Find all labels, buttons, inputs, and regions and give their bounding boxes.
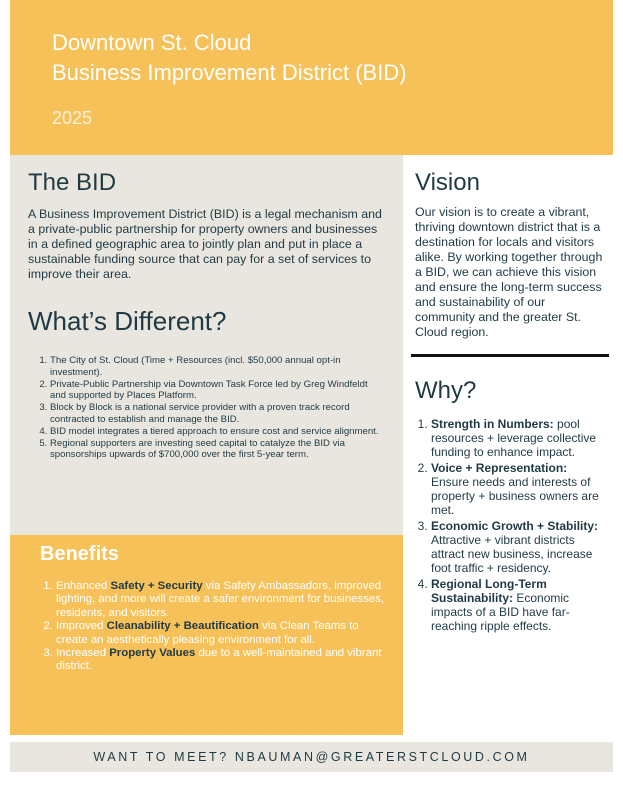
bold-text: Regional Long-Term Sustainability: [431,577,547,605]
list-item: Economic Growth + Stability: Attractive … [431,519,605,575]
list-item: BID model integrates a tiered approach t… [50,426,385,438]
list-item: Enhanced Safety + Security via Safety Am… [56,580,385,620]
benefits-box: Benefits Enhanced Safety + Security via … [10,535,403,735]
text: Increased [56,647,110,660]
divider [411,354,609,357]
list: Strength in Numbers: pool resources + le… [415,417,605,633]
heading: What’s Different? [28,306,227,336]
text: Improved [56,620,107,633]
bold-text: Cleanability + Beautification [106,620,259,633]
list-item: Improved Cleanability + Beautification v… [56,620,385,647]
bold-text: Property Values [109,647,196,660]
header: Downtown St. Cloud Business Improvement … [10,0,613,155]
list-item: Regional Long-Term Sustainability: Econo… [431,577,605,633]
left-column: The BID A Business Improvement District … [10,155,403,535]
year: 2025 [52,108,93,128]
text: via Safety Ambassadors, improved lightin… [56,580,384,619]
title-line: Downtown St. Cloud [52,30,252,55]
text: via Clean Teams to create an aesthetical… [56,620,359,646]
heading: The BID [28,169,117,196]
footer: WANT TO MEET? NBAUMAN@GREATERSTCLOUD.COM [10,742,613,772]
text: Ensure needs and interests of property +… [431,475,599,517]
right-column: Vision Our vision is to create a vibrant… [403,155,613,735]
paragraph: Our vision is to create a vibrant, thriv… [415,205,603,339]
text: Enhanced [56,580,111,592]
text: pool resources + leverage collective fun… [431,417,597,459]
text: due to a well-maintained and vibrant dis… [56,647,382,673]
list-item: Private-Public Partnership via Downtown … [50,379,385,403]
list-item: Block by Block is a national service pro… [50,402,385,426]
heading: Benefits [40,543,119,565]
list: Enhanced Safety + Security via Safety Am… [40,580,385,674]
bold-text: Voice + Representation: [431,461,568,475]
bold-text: Economic Growth + Stability: [431,519,599,533]
title-line: Business Improvement District (BID) [52,60,407,85]
text: Attractive + vibrant districts attract n… [431,533,593,575]
heading: Vision [415,169,480,196]
list-item: Regional supporters are investing seed c… [50,438,385,462]
list: The City of St. Cloud (Time + Resources … [28,355,385,461]
text: Economic impacts of a BID have far-reach… [431,591,570,633]
list-item: Increased Property Values due to a well-… [56,647,385,674]
bold-text: Strength in Numbers: [431,417,554,431]
heading: Why? [415,377,477,404]
list-item: The City of St. Cloud (Time + Resources … [50,355,385,379]
paragraph: A Business Improvement District (BID) is… [28,207,382,281]
list-item: Voice + Representation: Ensure needs and… [431,461,605,517]
list-item: Strength in Numbers: pool resources + le… [431,417,605,459]
bold-text: Safety + Security [110,580,203,592]
